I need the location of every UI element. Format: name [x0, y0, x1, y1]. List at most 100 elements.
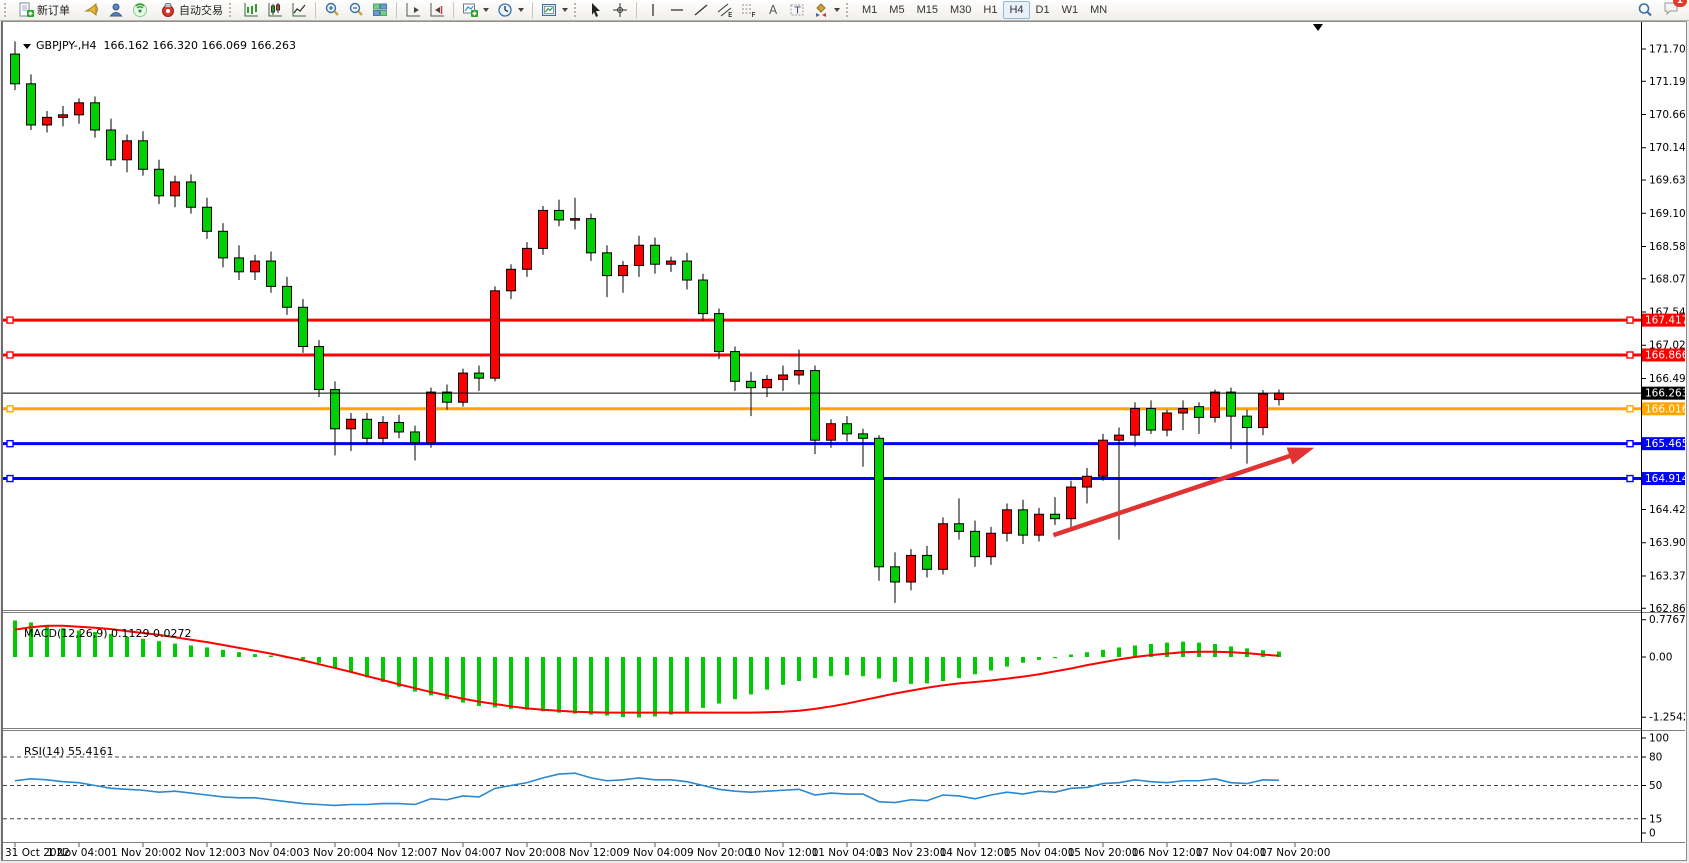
candles	[10, 41, 1284, 603]
hline-handle[interactable]	[6, 474, 14, 483]
svg-text:80: 80	[1649, 752, 1662, 764]
symbol-dropdown-icon[interactable]	[23, 44, 31, 49]
candle-body	[266, 260, 276, 287]
svg-text:170.140: 170.140	[1649, 142, 1685, 154]
candle-body	[474, 372, 484, 379]
tile-windows-button[interactable]	[368, 1, 392, 19]
macd-bar	[333, 657, 337, 668]
timeframe-mn-button[interactable]: MN	[1084, 1, 1113, 19]
timeframe-m5-button[interactable]: M5	[883, 1, 910, 19]
market-watch-button[interactable]	[80, 1, 104, 19]
navigator-button[interactable]	[104, 1, 128, 19]
candle-body	[1002, 509, 1012, 534]
hline-handle[interactable]	[6, 405, 14, 413]
autotrading-button[interactable]: 自动交易	[156, 1, 227, 19]
hline-handle[interactable]	[1626, 316, 1634, 324]
macd-bar	[141, 638, 145, 657]
svg-text:11 Nov 04:00: 11 Nov 04:00	[812, 847, 883, 859]
macd-bar	[381, 657, 385, 682]
new-chart-button[interactable]	[458, 1, 493, 19]
text-tool-button[interactable]: A	[761, 1, 785, 19]
rsi-pane-label: RSI(14) 55.4161	[10, 732, 113, 771]
price-axis[interactable]: 171.700 171.190 170.665 170.140 169.630 169.1…	[1641, 44, 1685, 615]
line-chart-mode-button[interactable]	[287, 1, 311, 19]
candle-body	[858, 433, 868, 439]
macd-bar	[317, 657, 321, 663]
timeframe-h4-button[interactable]: H4	[1003, 1, 1030, 19]
horizontal-level-lines[interactable]	[3, 316, 1641, 483]
toolbar-separator	[453, 2, 454, 18]
macd-bar	[701, 657, 705, 708]
toolbar-grip[interactable]	[229, 3, 235, 17]
chart-shift-button[interactable]	[425, 1, 449, 19]
vertical-line-tool-button[interactable]	[641, 1, 665, 19]
chart-shift-marker[interactable]	[1313, 24, 1323, 31]
cursor-tool-button[interactable]	[584, 1, 608, 19]
ohlc-readout: 166.162 166.320 166.069 166.263	[103, 39, 296, 52]
candle-body	[1034, 513, 1044, 536]
zoom-in-button[interactable]	[320, 1, 344, 19]
svg-text:16 Nov 12:00: 16 Nov 12:00	[1132, 847, 1203, 859]
timeframe-h1-button[interactable]: H1	[977, 1, 1003, 19]
zoom-out-button[interactable]	[344, 1, 368, 19]
svg-text:9 Nov 04:00: 9 Nov 04:00	[623, 847, 687, 859]
svg-text:15: 15	[1649, 813, 1662, 825]
macd-bar	[1069, 654, 1073, 657]
svg-text:13 Nov 23:00: 13 Nov 23:00	[876, 847, 947, 859]
fibonacci-tool-button[interactable]: F	[737, 1, 761, 19]
candlestick-mode-button[interactable]	[263, 1, 287, 19]
macd-bar	[1197, 642, 1201, 657]
toolbar-grip[interactable]	[4, 3, 10, 17]
toolbar-grip[interactable]	[846, 3, 852, 17]
hline-handle[interactable]	[6, 316, 14, 324]
auto-scroll-button[interactable]	[401, 1, 425, 19]
svg-text:17 Nov 04:00: 17 Nov 04:00	[1196, 847, 1267, 859]
horizontal-line-tool-button[interactable]	[665, 1, 689, 19]
channel-tool-button[interactable]: E	[713, 1, 737, 19]
price-badge	[1642, 402, 1685, 416]
candle-body	[954, 523, 964, 532]
new-order-button[interactable]: 新订单	[14, 1, 74, 19]
macd-bar	[429, 657, 433, 696]
trendline-tool-button[interactable]	[689, 1, 713, 19]
candle-body	[538, 209, 548, 249]
svg-text:1 Nov 20:00: 1 Nov 20:00	[111, 847, 175, 859]
timeframe-m15-button[interactable]: M15	[911, 1, 944, 19]
macd-bar	[845, 657, 849, 676]
toolbar-grip[interactable]	[574, 3, 580, 17]
candle-body	[922, 554, 932, 570]
svg-text:2 Nov 12:00: 2 Nov 12:00	[175, 847, 239, 859]
hline-handle[interactable]	[1626, 439, 1634, 448]
bar-chart-mode-button[interactable]	[239, 1, 263, 19]
hline-handle[interactable]	[1626, 351, 1634, 359]
macd-bar	[253, 654, 257, 657]
macd-bar	[525, 657, 529, 710]
hline-handle[interactable]	[1626, 405, 1634, 413]
candle-body	[1162, 412, 1172, 431]
label-tool-button[interactable]: T	[785, 1, 809, 19]
symbol-title[interactable]: GBPJPY-,H4 166.162 166.320 166.069 166.2…	[9, 26, 296, 65]
macd-bar	[1133, 645, 1137, 657]
notifications-button[interactable]: 1	[1663, 0, 1687, 20]
crosshair-tool-button[interactable]	[608, 1, 632, 19]
hline-handle[interactable]	[6, 351, 14, 359]
periodicity-button[interactable]	[493, 1, 528, 19]
price-badge	[1642, 437, 1685, 451]
candle-body	[842, 423, 852, 435]
timeframe-m30-button[interactable]: M30	[944, 1, 977, 19]
search-icon[interactable]	[1637, 2, 1653, 18]
channel-glyph: E	[728, 11, 732, 18]
trend-arrow-annotation[interactable]	[1052, 447, 1315, 538]
timeframe-w1-button[interactable]: W1	[1056, 1, 1085, 19]
timeframe-d1-button[interactable]: D1	[1030, 1, 1056, 19]
candle-body	[586, 218, 596, 254]
macd-bar	[205, 647, 209, 657]
signals-button[interactable]	[128, 1, 152, 19]
hline-handle[interactable]	[6, 439, 14, 448]
templates-button[interactable]	[537, 1, 572, 19]
line-chart-icon	[291, 2, 307, 18]
hline-handle[interactable]	[1626, 474, 1634, 483]
timeframe-m1-button[interactable]: M1	[856, 1, 883, 19]
shapes-tool-button[interactable]	[809, 1, 844, 19]
